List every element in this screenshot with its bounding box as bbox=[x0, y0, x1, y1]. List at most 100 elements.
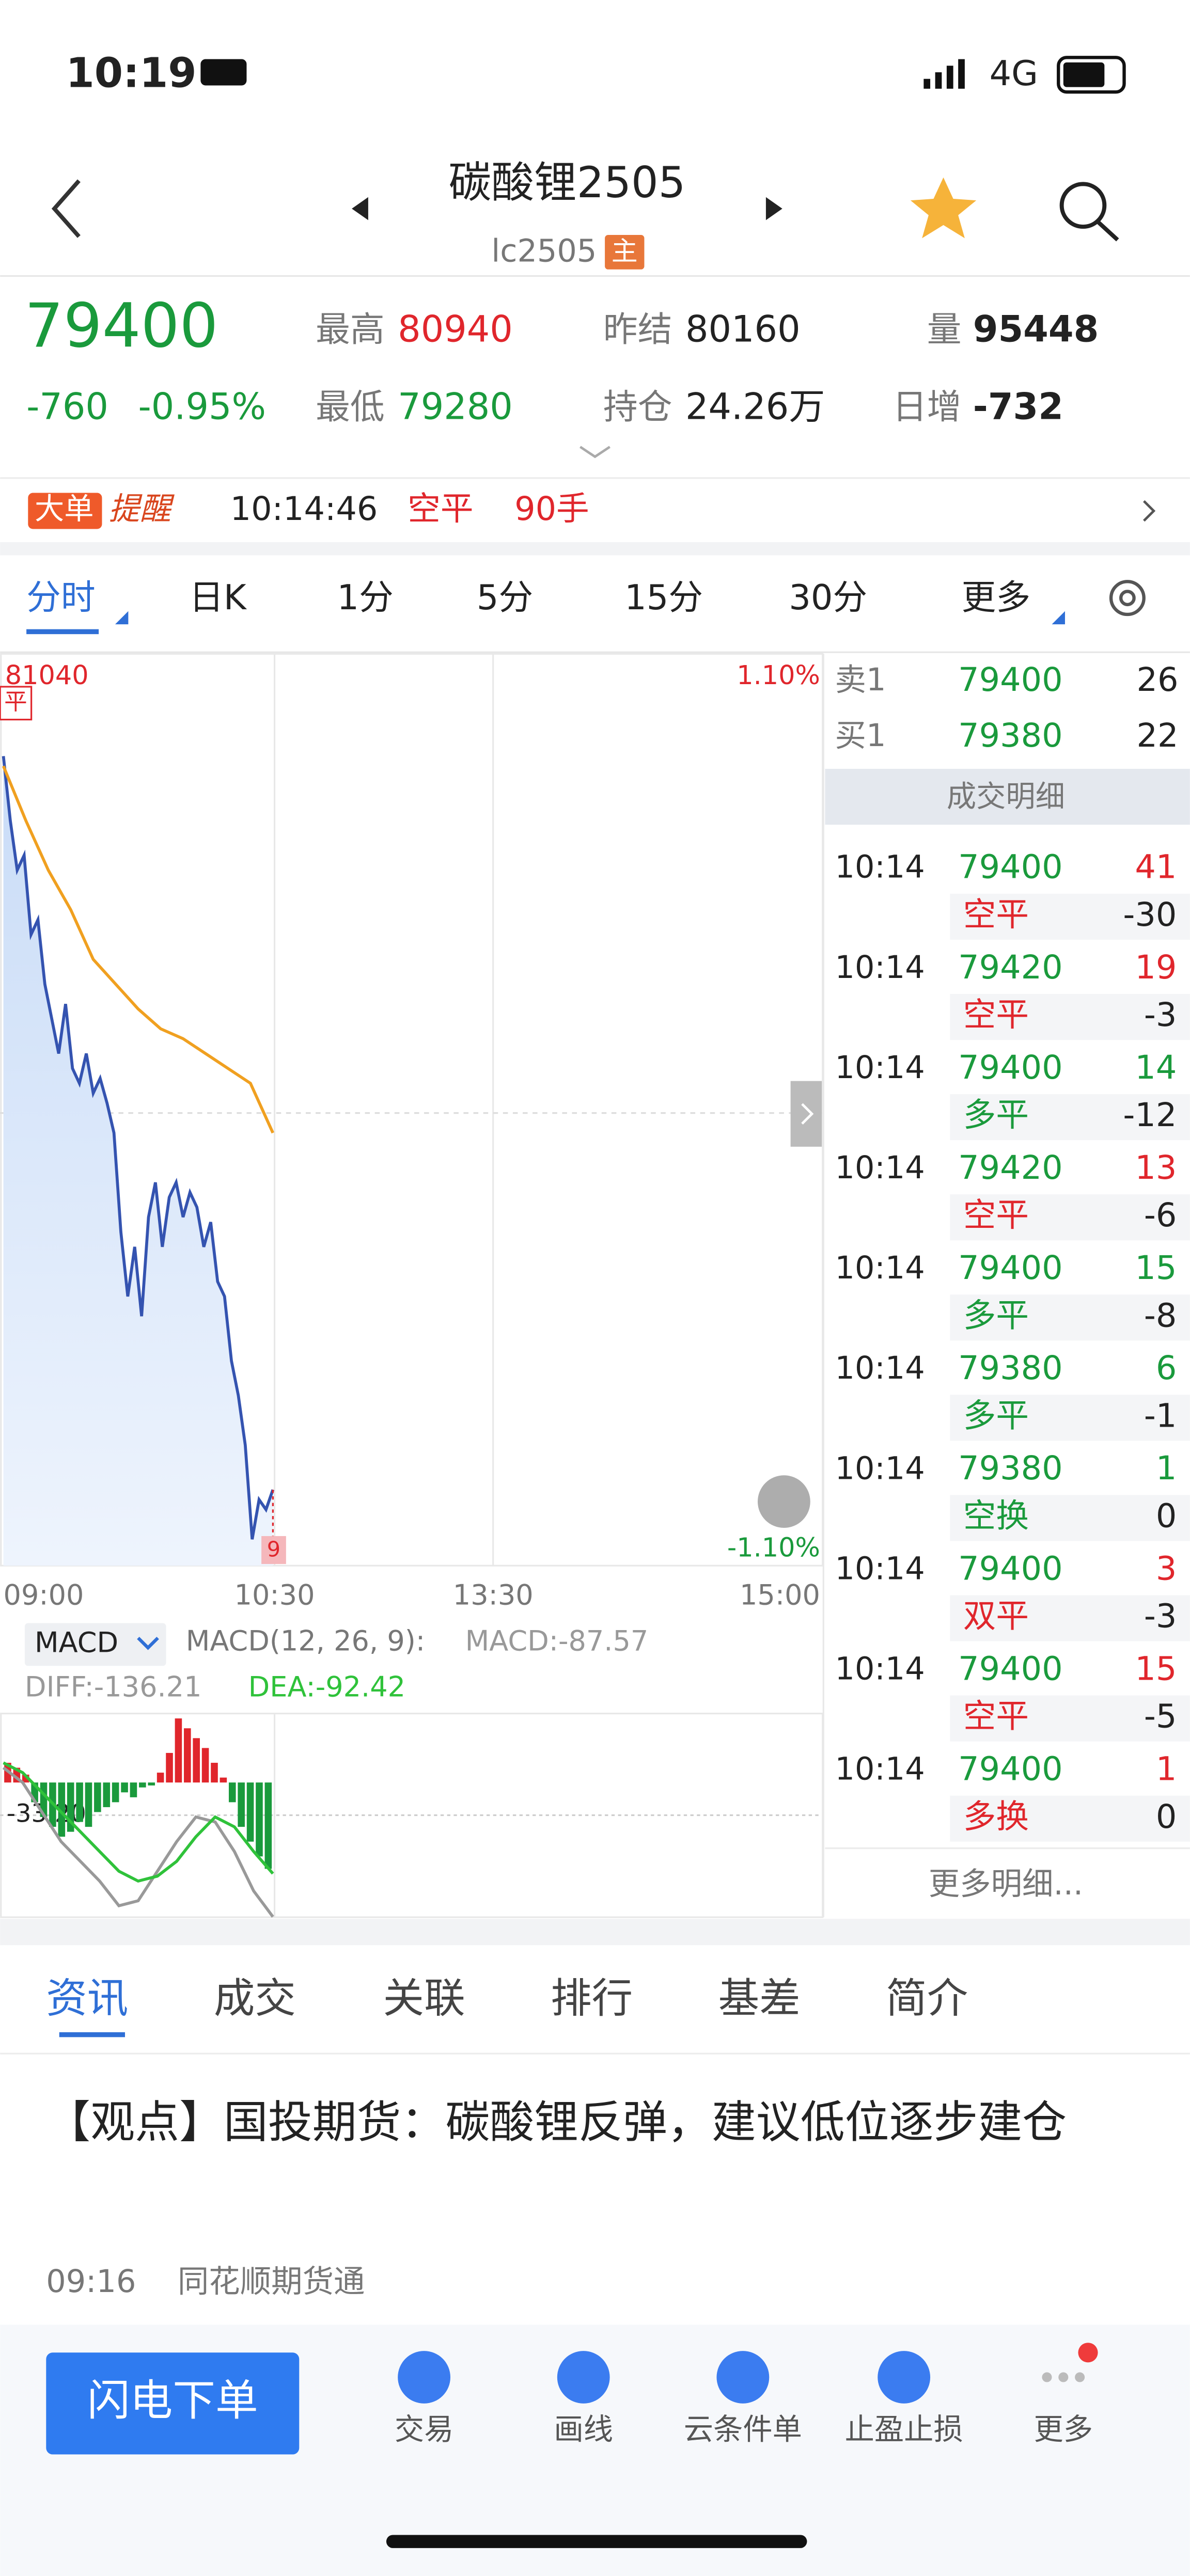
trade-price: 79400 bbox=[958, 1049, 1062, 1087]
battery-level bbox=[1063, 62, 1105, 87]
alert-action: 空平 bbox=[408, 490, 473, 528]
period-tab[interactable]: 15分 bbox=[624, 577, 703, 618]
trade-price: 79380 bbox=[958, 1349, 1062, 1387]
main-badge: 主 bbox=[612, 236, 638, 267]
toolbar-icon[interactable] bbox=[878, 2351, 931, 2404]
trade-type: 多平 bbox=[963, 1096, 1029, 1134]
trade-volume: 3 bbox=[1156, 1550, 1177, 1588]
low-label: 最低 bbox=[316, 387, 385, 427]
macd-selector[interactable]: MACD bbox=[35, 1626, 118, 1659]
favorite-star[interactable] bbox=[910, 177, 977, 239]
trade-change: -5 bbox=[1144, 1698, 1177, 1736]
network: 4G bbox=[990, 53, 1038, 93]
trade-time: 10:14 bbox=[835, 1450, 925, 1487]
trade-volume: 13 bbox=[1135, 1149, 1177, 1187]
pct-top: 1.10% bbox=[737, 660, 820, 691]
period-tab[interactable]: 30分 bbox=[789, 577, 867, 618]
trade-type: 多换 bbox=[963, 1798, 1029, 1836]
toolbar-icon[interactable] bbox=[398, 2351, 451, 2404]
battery bbox=[1057, 56, 1126, 94]
back-button[interactable] bbox=[51, 179, 81, 238]
macd-bar bbox=[166, 1752, 173, 1783]
macd-bar bbox=[256, 1782, 263, 1857]
macd-bar bbox=[94, 1782, 101, 1812]
more-trades[interactable]: 更多明细... bbox=[929, 1866, 1083, 1902]
prev-contract[interactable] bbox=[352, 197, 368, 220]
news-tab[interactable]: 成交 bbox=[214, 1974, 296, 2022]
quick-order-label[interactable]: 闪电下单 bbox=[87, 2375, 258, 2425]
macd-bar bbox=[201, 1748, 209, 1783]
trade-change: -8 bbox=[1144, 1297, 1177, 1335]
trade-type: 空平 bbox=[963, 896, 1029, 934]
side-toggle-arrow bbox=[801, 1103, 814, 1125]
trade-type: 双平 bbox=[963, 1598, 1029, 1636]
news-tab[interactable]: 关联 bbox=[383, 1974, 465, 2022]
settings-button[interactable] bbox=[1109, 580, 1146, 617]
start-marker-box bbox=[0, 686, 33, 721]
period-tab[interactable]: 5分 bbox=[477, 577, 533, 618]
quick-order-button[interactable] bbox=[46, 2352, 300, 2455]
period-tab[interactable]: 日K bbox=[189, 577, 247, 618]
average-line bbox=[2, 765, 274, 1134]
toolbar-label[interactable]: 更多 bbox=[1034, 2412, 1093, 2447]
trade-change: 0 bbox=[1156, 1798, 1177, 1836]
period-tab[interactable]: 分时 bbox=[26, 577, 96, 618]
last-price: 79400 bbox=[25, 291, 218, 361]
macd-selector-bg[interactable] bbox=[24, 1623, 166, 1666]
news-tab[interactable]: 资讯 bbox=[46, 1974, 128, 2022]
toolbar-icon[interactable] bbox=[557, 2351, 610, 2404]
trade-volume: 15 bbox=[1135, 1650, 1177, 1688]
trade-time: 10:14 bbox=[835, 849, 925, 886]
trade-type: 空平 bbox=[963, 996, 1029, 1034]
period-tabs: 分时 日K 1分 5分 15分 30分 更多 bbox=[26, 577, 1065, 625]
trade-price: 79400 bbox=[958, 1650, 1062, 1688]
price-line bbox=[2, 756, 275, 1540]
news-item[interactable]: 【观点】国投期货：碳酸锂反弹，建议低位逐步建仓 bbox=[46, 2090, 1147, 2237]
trade-type: 空平 bbox=[963, 1196, 1029, 1235]
toolbar-icon[interactable] bbox=[716, 2351, 770, 2404]
prev: 80160 bbox=[685, 308, 801, 351]
news-tab[interactable]: 排行 bbox=[551, 1974, 633, 2022]
toolbar-label[interactable]: 交易 bbox=[395, 2412, 454, 2447]
period-tab[interactable]: 1分 bbox=[337, 577, 393, 618]
trade-price: 79400 bbox=[958, 1249, 1062, 1287]
next-contract[interactable] bbox=[765, 197, 782, 220]
contract-title: 碳酸锂2505 bbox=[449, 157, 686, 208]
fullscreen-button[interactable] bbox=[757, 1475, 810, 1528]
trade-change: -30 bbox=[1123, 896, 1177, 934]
macd-bar bbox=[148, 1782, 155, 1785]
more-dot bbox=[1075, 2372, 1085, 2382]
news-tab[interactable]: 简介 bbox=[886, 1974, 968, 2022]
trade-type-band bbox=[950, 993, 1190, 1040]
macd-bar bbox=[246, 1782, 254, 1842]
macd-bar bbox=[103, 1782, 111, 1807]
book-header-bg bbox=[825, 769, 1190, 825]
macd-bar bbox=[121, 1782, 128, 1793]
trade-volume: 6 bbox=[1156, 1349, 1177, 1387]
toolbar-label[interactable]: 云条件单 bbox=[684, 2412, 802, 2447]
trade-time: 10:14 bbox=[835, 1350, 925, 1386]
period-tab[interactable]: 更多 bbox=[962, 577, 1031, 618]
news-title[interactable]: 【观点】国投期货：碳酸锂反弹，建议低位逐步建仓 bbox=[46, 2098, 1067, 2149]
trade-change: -3 bbox=[1144, 1598, 1177, 1636]
macd-bar bbox=[228, 1782, 236, 1803]
trade-volume: 1 bbox=[1156, 1750, 1177, 1788]
ask-label: 卖1 bbox=[835, 662, 886, 698]
bid-volume: 22 bbox=[1137, 717, 1179, 755]
toolbar-label[interactable]: 画线 bbox=[554, 2412, 613, 2447]
alert-more[interactable] bbox=[1143, 500, 1156, 522]
x-tick-label: 13:30 bbox=[453, 1578, 534, 1611]
expand[interactable] bbox=[580, 446, 610, 459]
x-tick-label: 15:00 bbox=[740, 1578, 820, 1611]
high-label: 最高 bbox=[316, 309, 385, 350]
trade-type: 空换 bbox=[963, 1497, 1029, 1536]
news-source: 同花顺期货通 bbox=[178, 2264, 365, 2300]
toolbar-label[interactable]: 止盈止损 bbox=[845, 2412, 963, 2447]
side-toggle[interactable] bbox=[790, 1081, 822, 1147]
search-button[interactable] bbox=[1059, 182, 1119, 242]
home-indicator bbox=[386, 2535, 807, 2548]
trade-price: 79400 bbox=[958, 1750, 1062, 1788]
news-tab[interactable]: 基差 bbox=[718, 1974, 801, 2022]
